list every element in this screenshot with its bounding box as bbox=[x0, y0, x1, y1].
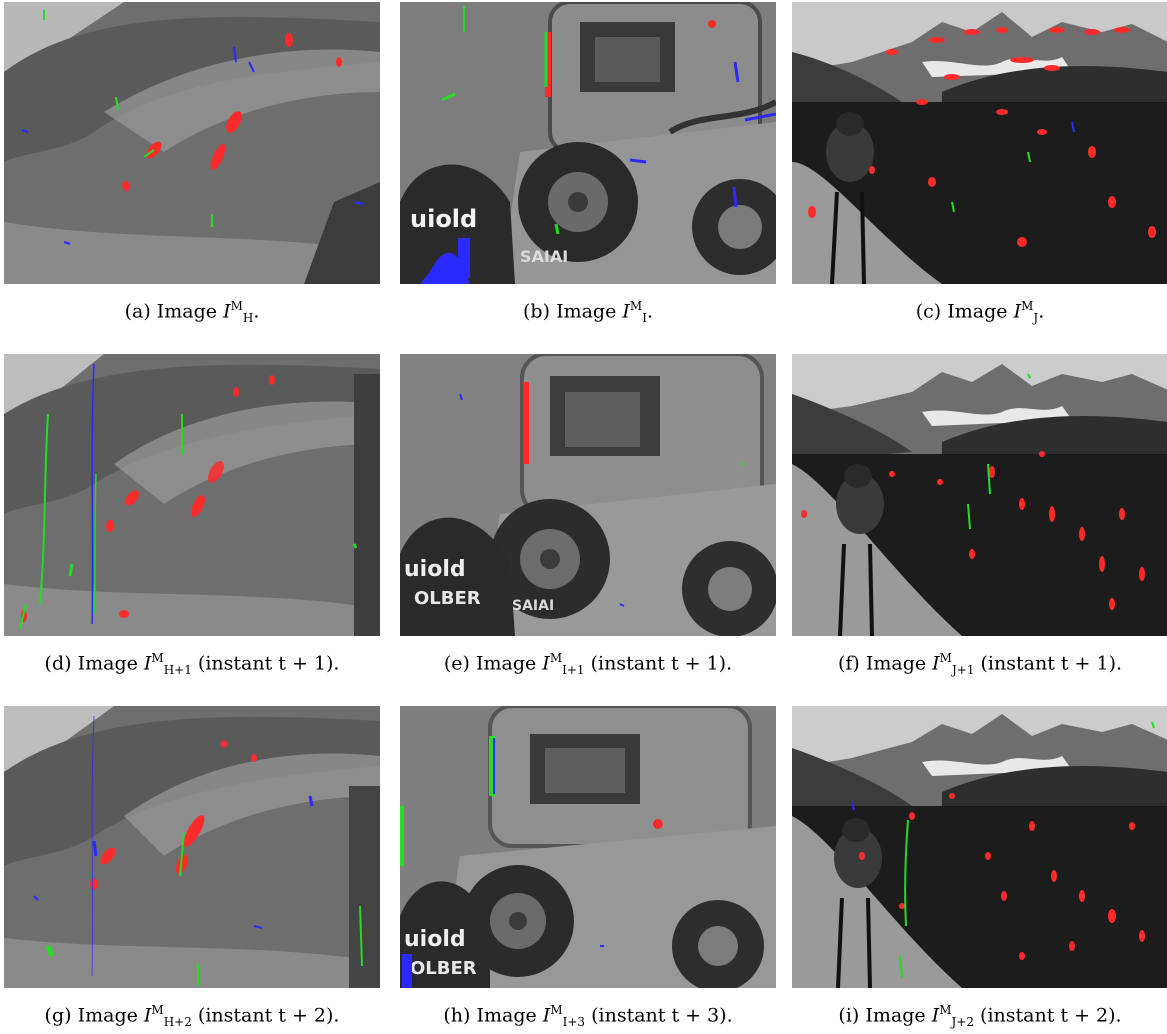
car-plate: SAIAI bbox=[520, 247, 568, 266]
cyclists-image bbox=[792, 706, 1167, 988]
caption-g: (g) Image IMH+2 (instant t + 2). bbox=[44, 1003, 340, 1030]
car-sign-top: uiold bbox=[404, 557, 466, 582]
cyclists-image bbox=[792, 354, 1167, 636]
panel-f-image bbox=[792, 354, 1167, 636]
hillside-image bbox=[4, 354, 380, 636]
panel-e-image: uiold OLBER SAIAI bbox=[400, 354, 776, 636]
car-sign-top: uiold bbox=[410, 205, 477, 233]
caption-c: (c) Image IMJ. bbox=[915, 299, 1045, 326]
panel-c-image bbox=[792, 2, 1167, 284]
panel-a-image bbox=[4, 2, 380, 284]
car-sign-bottom: OLBER bbox=[410, 958, 477, 979]
panel-d-image bbox=[4, 354, 380, 636]
car-image: uiold OLBER bbox=[400, 706, 776, 988]
car-plate: SAIAI bbox=[512, 598, 554, 614]
hillside-image bbox=[4, 2, 380, 284]
caption-b: (b) Image IMI. bbox=[523, 299, 653, 326]
caption-i: (i) Image IMJ+2 (instant t + 2). bbox=[838, 1003, 1122, 1030]
panel-g-image bbox=[4, 706, 380, 988]
panel-b-image: uiold SAIAI bbox=[400, 2, 776, 284]
car-image: uiold SAIAI bbox=[400, 2, 776, 284]
caption-f: (f) Image IMJ+1 (instant t + 1). bbox=[837, 651, 1123, 678]
panel-i-image bbox=[792, 706, 1167, 988]
panel-h-image: uiold OLBER bbox=[400, 706, 776, 988]
caption-d: (d) Image IMH+1 (instant t + 1). bbox=[44, 651, 340, 678]
caption-h: (h) Image IMI+3 (instant t + 3). bbox=[443, 1003, 733, 1030]
caption-a: (a) Image IMH. bbox=[124, 299, 260, 326]
car-sign-bottom: OLBER bbox=[414, 588, 481, 609]
car-image: uiold OLBER SAIAI bbox=[400, 354, 776, 636]
car-sign-top: uiold bbox=[404, 927, 466, 952]
hillside-image bbox=[4, 706, 380, 988]
cyclists-image bbox=[792, 2, 1167, 284]
caption-e: (e) Image IMI+1 (instant t + 1). bbox=[443, 651, 733, 678]
